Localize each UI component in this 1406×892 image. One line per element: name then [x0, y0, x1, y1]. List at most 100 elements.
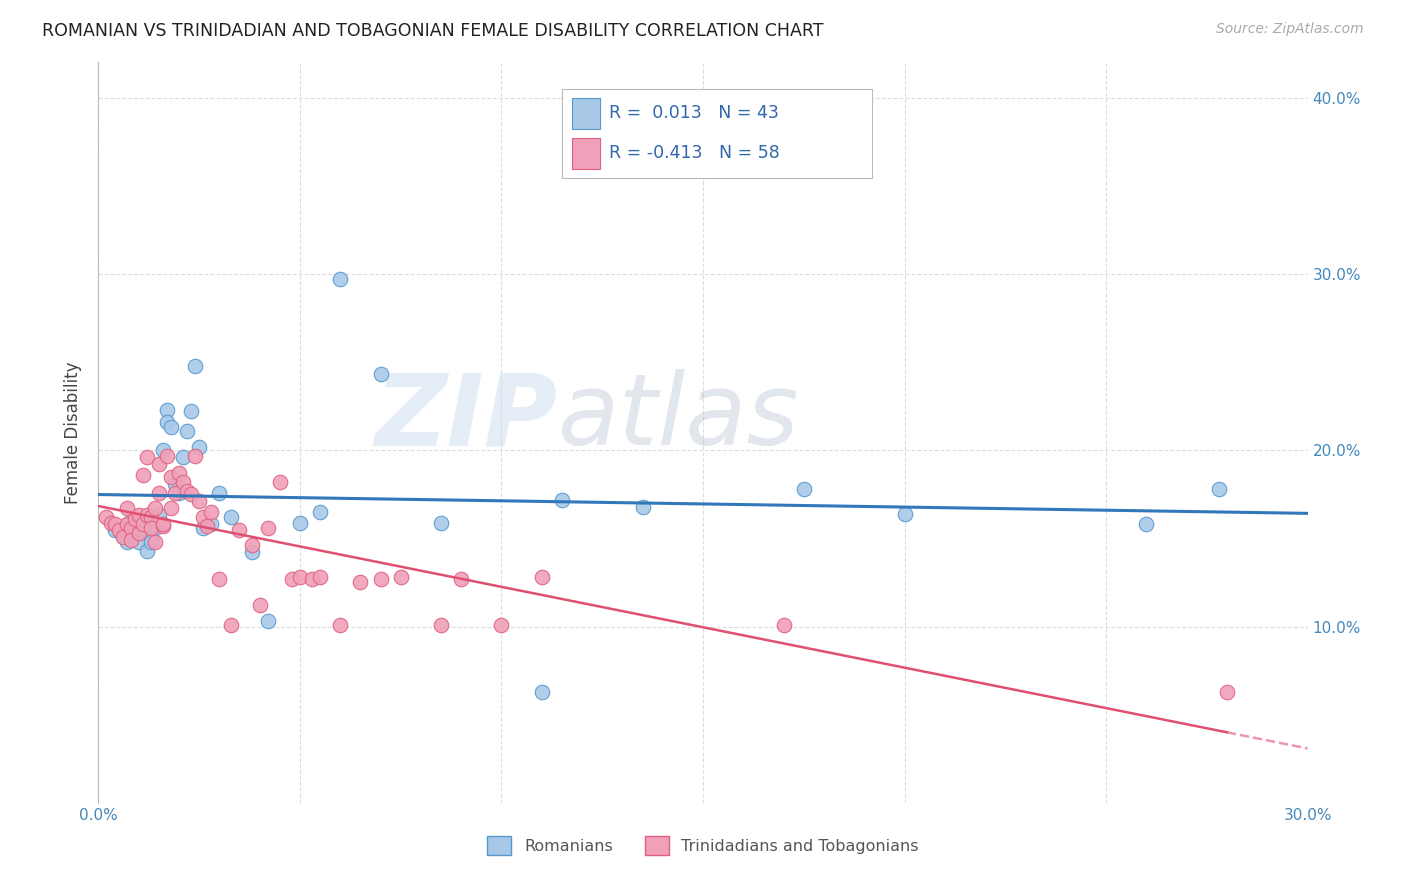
Point: [329, 617, 352, 632]
Point: [176, 424, 198, 438]
Point: [309, 570, 332, 584]
Point: [240, 538, 263, 552]
Point: [188, 440, 211, 454]
Point: [135, 508, 157, 523]
Point: [1216, 685, 1239, 699]
Point: [160, 469, 183, 483]
Point: [132, 467, 155, 482]
Point: [301, 572, 323, 586]
Point: [208, 572, 231, 586]
Point: [115, 535, 138, 549]
Point: [139, 521, 162, 535]
Point: [228, 523, 250, 537]
Point: [148, 508, 170, 523]
Point: [329, 272, 352, 286]
Point: [128, 526, 150, 541]
Point: [249, 599, 271, 613]
Point: [195, 519, 218, 533]
Point: [180, 487, 202, 501]
Point: [288, 570, 311, 584]
Point: [893, 507, 915, 521]
Point: [160, 420, 183, 434]
Point: [184, 449, 207, 463]
Point: [184, 359, 207, 373]
Y-axis label: Female Disability: Female Disability: [65, 361, 83, 504]
Point: [530, 685, 553, 699]
Point: [148, 485, 170, 500]
Point: [124, 517, 146, 532]
Point: [256, 614, 278, 628]
Point: [120, 533, 142, 548]
Text: R =  0.013   N = 43: R = 0.013 N = 43: [609, 104, 779, 122]
Point: [96, 510, 118, 524]
Point: [160, 501, 183, 516]
Point: [143, 521, 166, 535]
Legend: Romanians, Trinidadians and Tobagonians: Romanians, Trinidadians and Tobagonians: [481, 830, 925, 862]
Point: [176, 483, 198, 498]
Point: [156, 415, 179, 429]
Point: [111, 530, 134, 544]
Point: [120, 521, 142, 535]
Point: [208, 485, 231, 500]
Point: [240, 545, 263, 559]
Point: [139, 532, 162, 546]
Text: R = -0.413   N = 58: R = -0.413 N = 58: [609, 145, 779, 162]
Point: [188, 494, 211, 508]
Point: [135, 543, 157, 558]
Point: [491, 617, 513, 632]
Text: ZIP: ZIP: [375, 369, 558, 467]
Point: [221, 510, 243, 524]
Bar: [572, 138, 599, 169]
Point: [103, 523, 125, 537]
Point: [167, 485, 190, 500]
Point: [256, 521, 278, 535]
Point: [530, 570, 553, 584]
Point: [172, 450, 194, 465]
Point: [163, 476, 186, 491]
Point: [551, 492, 574, 507]
Point: [107, 523, 129, 537]
Point: [115, 501, 138, 516]
Point: [152, 443, 174, 458]
Point: [103, 517, 125, 532]
Point: [1208, 482, 1230, 496]
Text: Source: ZipAtlas.com: Source: ZipAtlas.com: [1216, 22, 1364, 37]
Point: [135, 516, 157, 530]
Text: ROMANIAN VS TRINIDADIAN AND TOBAGONIAN FEMALE DISABILITY CORRELATION CHART: ROMANIAN VS TRINIDADIAN AND TOBAGONIAN F…: [42, 22, 824, 40]
Point: [111, 528, 134, 542]
Point: [269, 475, 291, 489]
Point: [152, 517, 174, 532]
Point: [132, 517, 155, 532]
Point: [221, 617, 243, 632]
Point: [309, 505, 332, 519]
Point: [430, 516, 453, 530]
Text: atlas: atlas: [558, 369, 800, 467]
Point: [143, 535, 166, 549]
Point: [148, 458, 170, 472]
Point: [370, 572, 392, 586]
Point: [450, 572, 472, 586]
Point: [1135, 517, 1157, 532]
Point: [793, 482, 815, 496]
Point: [132, 512, 155, 526]
Point: [143, 501, 166, 516]
Point: [152, 519, 174, 533]
Point: [193, 510, 215, 524]
Point: [163, 485, 186, 500]
Point: [128, 535, 150, 549]
Point: [167, 466, 190, 480]
Point: [115, 517, 138, 532]
Point: [288, 516, 311, 530]
Point: [139, 535, 162, 549]
Point: [128, 508, 150, 523]
Point: [135, 450, 157, 465]
Point: [631, 500, 654, 514]
Point: [156, 402, 179, 417]
Point: [200, 505, 222, 519]
Point: [128, 526, 150, 541]
Point: [172, 475, 194, 489]
Point: [349, 575, 371, 590]
Point: [281, 572, 304, 586]
Point: [120, 514, 142, 528]
Point: [124, 512, 146, 526]
